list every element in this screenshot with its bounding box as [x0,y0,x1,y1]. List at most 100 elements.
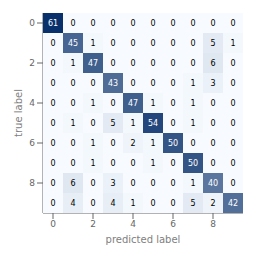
svg-text:0: 0 [210,19,215,28]
svg-text:1: 1 [90,99,95,108]
svg-text:0: 0 [150,39,155,48]
svg-text:47: 47 [88,59,98,68]
svg-text:0: 0 [170,59,175,68]
svg-text:2: 2 [130,139,135,148]
svg-text:0: 0 [230,179,235,188]
svg-text:5: 5 [190,199,195,208]
svg-text:0: 0 [70,159,75,168]
svg-text:6: 6 [70,179,75,188]
svg-text:0: 0 [190,139,195,148]
svg-text:0: 0 [230,99,235,108]
svg-text:0: 0 [110,99,115,108]
svg-text:0: 0 [50,99,55,108]
svg-text:0: 0 [50,159,55,168]
svg-text:true label: true label [13,89,24,137]
svg-text:0: 0 [50,139,55,148]
svg-text:1: 1 [190,119,195,128]
svg-text:0: 0 [130,19,135,28]
svg-text:42: 42 [228,199,238,208]
svg-text:0: 0 [170,19,175,28]
svg-text:0: 0 [150,179,155,188]
svg-text:2: 2 [29,58,35,68]
svg-text:0: 0 [90,79,95,88]
svg-text:0: 0 [230,59,235,68]
svg-text:0: 0 [50,199,55,208]
svg-text:0: 0 [170,79,175,88]
svg-text:1: 1 [190,79,195,88]
svg-text:50: 50 [168,139,178,148]
svg-text:0: 0 [29,18,35,28]
svg-text:0: 0 [230,139,235,148]
svg-text:0: 0 [170,39,175,48]
svg-text:0: 0 [90,19,95,28]
svg-text:0: 0 [50,219,56,229]
svg-text:0: 0 [110,159,115,168]
svg-text:0: 0 [190,39,195,48]
svg-text:0: 0 [190,19,195,28]
svg-text:0: 0 [50,119,55,128]
svg-text:0: 0 [50,79,55,88]
svg-text:1: 1 [70,119,75,128]
svg-text:1: 1 [150,159,155,168]
svg-text:0: 0 [70,139,75,148]
svg-text:0: 0 [210,139,215,148]
svg-text:0: 0 [50,39,55,48]
svg-text:4: 4 [130,219,136,229]
svg-text:0: 0 [130,79,135,88]
svg-text:0: 0 [50,179,55,188]
svg-text:0: 0 [90,179,95,188]
svg-text:1: 1 [90,39,95,48]
svg-text:3: 3 [210,79,215,88]
svg-text:0: 0 [210,159,215,168]
svg-text:0: 0 [150,199,155,208]
svg-text:1: 1 [190,99,195,108]
svg-text:0: 0 [70,19,75,28]
svg-text:0: 0 [130,179,135,188]
svg-text:1: 1 [90,139,95,148]
svg-text:6: 6 [29,138,35,148]
svg-text:0: 0 [150,19,155,28]
svg-text:0: 0 [110,19,115,28]
svg-text:0: 0 [230,79,235,88]
svg-text:2: 2 [90,219,96,229]
svg-text:1: 1 [90,159,95,168]
svg-text:1: 1 [230,39,235,48]
svg-text:6: 6 [210,59,215,68]
svg-text:0: 0 [210,119,215,128]
svg-text:0: 0 [230,159,235,168]
svg-text:0: 0 [170,159,175,168]
svg-text:43: 43 [108,79,118,88]
svg-text:1: 1 [150,99,155,108]
svg-text:1: 1 [70,59,75,68]
svg-text:50: 50 [188,159,198,168]
svg-text:0: 0 [90,119,95,128]
svg-text:54: 54 [148,119,158,128]
svg-text:47: 47 [128,99,138,108]
svg-text:0: 0 [130,39,135,48]
svg-text:0: 0 [130,59,135,68]
svg-text:0: 0 [110,39,115,48]
svg-text:0: 0 [150,79,155,88]
svg-text:0: 0 [170,179,175,188]
svg-text:3: 3 [110,179,115,188]
svg-text:0: 0 [50,59,55,68]
svg-text:predicted label: predicted label [106,234,181,245]
svg-text:0: 0 [170,99,175,108]
svg-text:1: 1 [130,119,135,128]
svg-text:2: 2 [210,199,215,208]
svg-text:0: 0 [70,79,75,88]
svg-text:0: 0 [210,99,215,108]
svg-text:0: 0 [130,159,135,168]
svg-text:0: 0 [170,199,175,208]
svg-text:1: 1 [150,139,155,148]
svg-text:0: 0 [230,19,235,28]
svg-text:0: 0 [230,119,235,128]
svg-text:8: 8 [29,178,35,188]
svg-text:1: 1 [130,199,135,208]
svg-text:40: 40 [208,179,218,188]
svg-text:4: 4 [29,98,35,108]
svg-text:0: 0 [110,59,115,68]
svg-text:4: 4 [70,199,75,208]
svg-text:1: 1 [190,179,195,188]
svg-text:5: 5 [210,39,215,48]
